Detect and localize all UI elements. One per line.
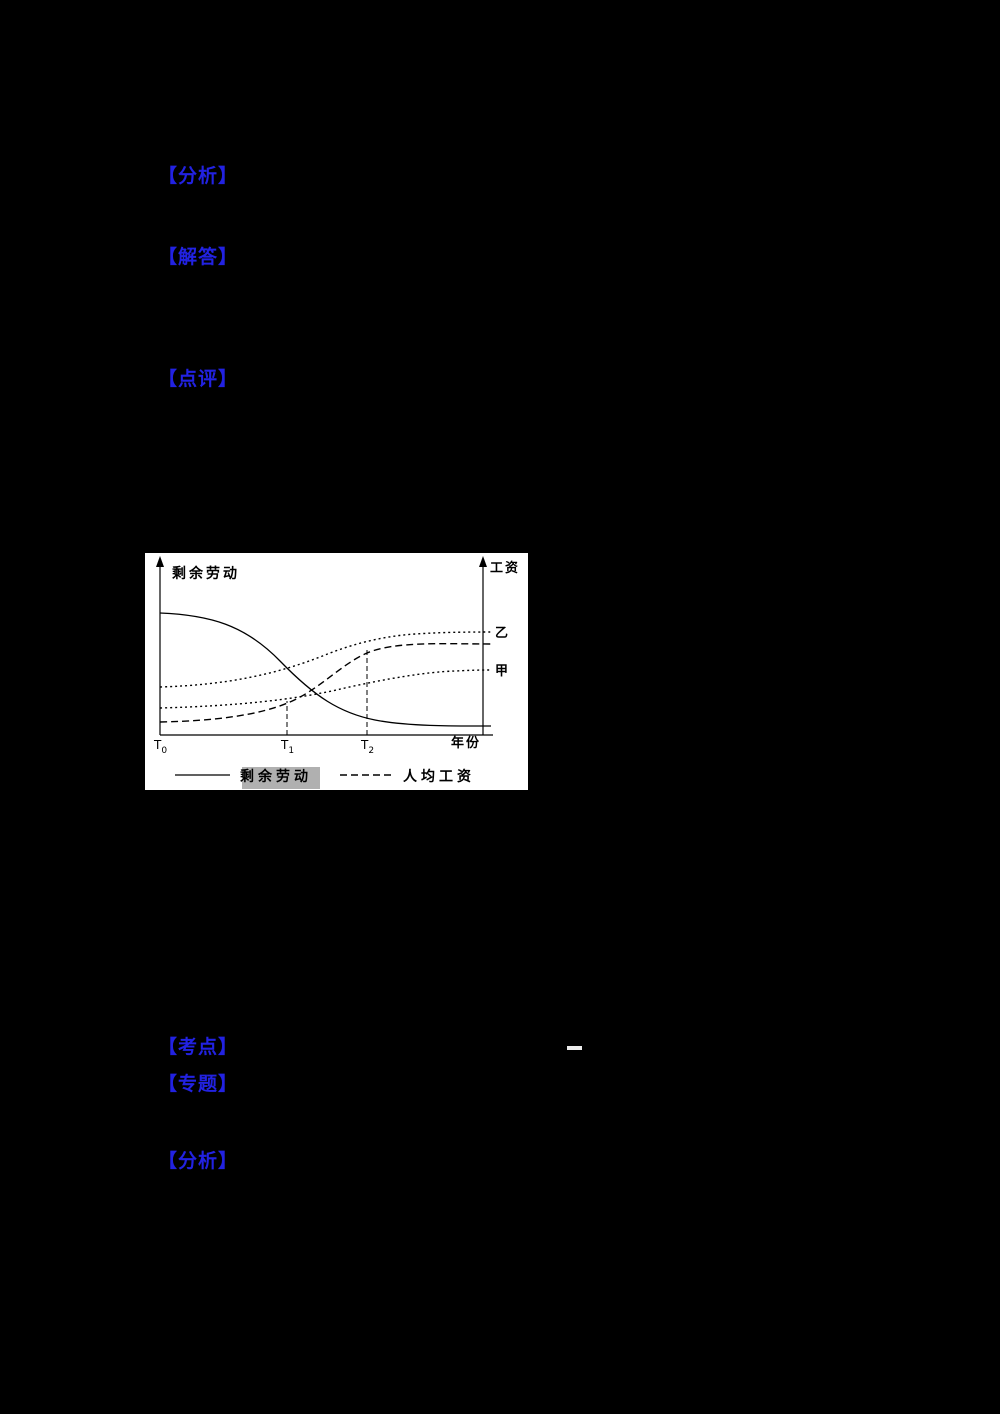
section-label-topic: 【专题】: [158, 1073, 239, 1095]
white-dash-mark: [567, 1046, 582, 1050]
legend-label-surplus-labor: 剩余劳动: [240, 768, 312, 785]
left-axis-label: 剩余劳动: [172, 565, 240, 582]
x-tick-t2: T2: [360, 738, 374, 756]
x-tick-t2-base: T: [360, 738, 369, 752]
curve-label-jia: 甲: [495, 664, 508, 679]
x-tick-t2-sub: 2: [368, 746, 374, 756]
section-label-answer: 【解答】: [158, 246, 239, 268]
curve-surplus-labor: [159, 612, 492, 727]
right-axis-arrow-icon: [479, 556, 487, 567]
chart-svg: 剩余劳动 工资 乙 甲 T0 T1 T2 年份 剩余劳动 人均工资: [153, 556, 520, 789]
x-tick-t0: T0: [153, 738, 167, 756]
legend-highlight: [242, 767, 320, 789]
x-tick-t1-base: T: [280, 738, 289, 752]
curve-per-capita-wage: [159, 642, 492, 723]
curve-label-yi: 乙: [495, 626, 508, 641]
legend-label-per-capita-wage: 人均工资: [403, 768, 475, 785]
curve-jia: [159, 669, 492, 709]
curve-yi: [159, 631, 492, 688]
x-axis-label: 年份: [451, 735, 481, 751]
right-axis-label: 工资: [490, 560, 520, 576]
section-label-comment: 【点评】: [158, 368, 239, 390]
x-tick-t1-sub: 1: [288, 746, 294, 756]
section-label-analysis-top: 【分析】: [158, 165, 239, 187]
section-label-analysis-bottom: 【分析】: [158, 1150, 239, 1172]
section-label-exam-point: 【考点】: [158, 1036, 239, 1058]
x-tick-t0-sub: 0: [161, 746, 167, 756]
chart-figure: 剩余劳动 工资 乙 甲 T0 T1 T2 年份 剩余劳动 人均工资: [145, 553, 528, 790]
x-tick-t0-base: T: [153, 738, 162, 752]
left-axis-arrow-icon: [156, 556, 164, 567]
x-tick-t1: T1: [280, 738, 294, 756]
